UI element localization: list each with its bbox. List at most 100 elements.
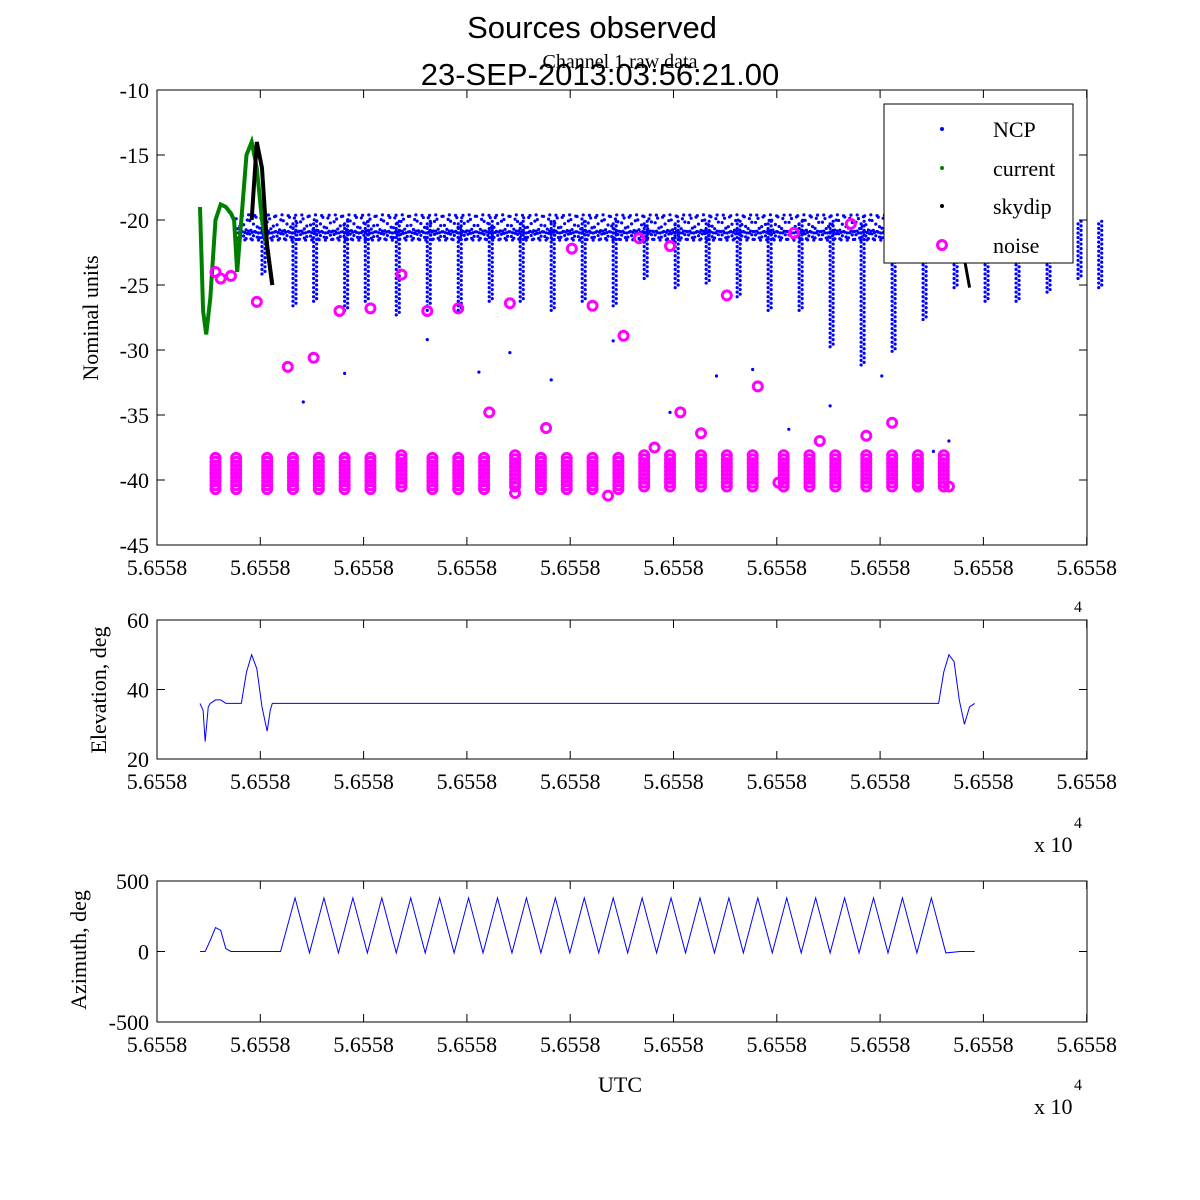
ncp-dip-point [859, 317, 863, 322]
ncp-dip-point [343, 286, 347, 290]
ncp-dip-point [859, 354, 863, 358]
ncp-dip-point [315, 228, 319, 232]
ncp-dip-point [769, 301, 773, 305]
ncp-point [384, 230, 388, 234]
ncp-point [522, 216, 526, 220]
ncp-dip-point [831, 269, 835, 273]
ncp-dip-point [859, 286, 863, 290]
ncp-point [658, 231, 662, 235]
ncp-dip-point [800, 247, 804, 251]
noise-point [286, 483, 299, 496]
ncp-dip-point [614, 274, 618, 278]
ncp-dip-point [831, 247, 835, 251]
ncp-dip-point [952, 263, 956, 267]
ncp-dip-point [459, 260, 463, 264]
ncp-dip-point [766, 276, 770, 281]
ncp-dip-point [642, 249, 646, 253]
ncp-dip-point [1097, 226, 1101, 231]
ncp-dip-point [294, 274, 298, 278]
noise-point [813, 435, 826, 447]
ncp-dip-point [614, 260, 618, 264]
ncp-dip-point [1048, 278, 1052, 283]
ncp-point [789, 216, 794, 221]
ncp-dip-point [642, 267, 646, 271]
ncp-dip-point [890, 336, 894, 340]
ncp-point [598, 228, 603, 233]
noise-point [674, 406, 687, 419]
ncp-dip-point [831, 283, 835, 287]
ncp-point [670, 228, 675, 232]
ncp-dip-point [1079, 237, 1083, 242]
ncp-dip-point [893, 265, 897, 269]
ncp-dip-point [394, 295, 398, 299]
ncp-point [803, 218, 807, 222]
ncp-dip-point [397, 297, 401, 301]
ncp-dip-point [260, 267, 264, 271]
ncp-point [726, 225, 730, 229]
ncp-point [528, 213, 532, 218]
ncp-point [689, 216, 693, 220]
ncp-point [566, 232, 570, 236]
ncp-dip-point [312, 276, 316, 281]
ncp-point [467, 213, 471, 217]
noise-point [478, 483, 491, 496]
ncp-point [246, 213, 251, 217]
ncp-dip-point [425, 286, 429, 290]
ncp-dip-point [366, 283, 370, 287]
ncp-dip-point [425, 235, 429, 240]
ncp-dip-point [738, 228, 742, 232]
ncp-dip-point [312, 235, 316, 240]
noise-point [395, 268, 408, 281]
ncp-point [680, 217, 685, 221]
ncp-dip-point [518, 272, 522, 276]
ncp-dip-point [552, 297, 556, 301]
ncp-dip-point [1045, 272, 1049, 276]
ncp-dip-point [611, 272, 615, 276]
ncp-dip-point [611, 299, 615, 303]
ncp-point [595, 213, 599, 218]
ncp-dip-point [859, 267, 863, 271]
ncp-point [748, 213, 753, 217]
ncp-dip-point [518, 226, 522, 231]
ncp-point [575, 214, 579, 219]
ncp-point [834, 232, 838, 236]
ncp-point [626, 225, 630, 229]
ncp-point [554, 213, 558, 217]
ncp-point [534, 229, 538, 233]
ncp-outlier-point [880, 374, 884, 378]
ncp-dip-point [549, 299, 553, 303]
ncp-point [591, 231, 595, 235]
ncp-dip-point [549, 240, 553, 244]
ncp-point [307, 214, 311, 218]
ncp-dip-point [1079, 260, 1083, 264]
ncp-dip-point [583, 269, 587, 273]
ncp-dip-point [1076, 226, 1080, 231]
ncp-dip-point [490, 292, 494, 296]
ncp-point [449, 232, 453, 236]
elevation-xtick-label: 5.6558 [333, 769, 394, 794]
ncp-point [292, 216, 297, 220]
ncp-dip-point [983, 299, 987, 303]
ncp-dip-point [862, 242, 866, 246]
ncp-point [570, 228, 574, 232]
ncp-dip-point [291, 235, 295, 240]
ncp-point [654, 213, 658, 217]
ncp-dip-point [552, 237, 556, 242]
ncp-dip-point [921, 267, 925, 271]
ncp-dip-point [1048, 269, 1052, 273]
ncp-dip-point [800, 260, 804, 264]
ncp-point [679, 236, 683, 240]
ncp-point [752, 229, 756, 234]
noise-point [942, 480, 955, 493]
ncp-dip-point [673, 281, 677, 285]
ncp-dip-point [549, 249, 553, 253]
ncp-dip-point [673, 272, 677, 276]
ncp-point [378, 236, 382, 241]
ncp-point [277, 228, 282, 232]
ncp-point [476, 234, 480, 239]
ncp-dip-point [924, 283, 928, 287]
ncp-point [683, 233, 687, 237]
ncp-dip-point [704, 240, 708, 244]
ncp-dip-point [487, 267, 491, 271]
ncp-point [577, 231, 582, 235]
